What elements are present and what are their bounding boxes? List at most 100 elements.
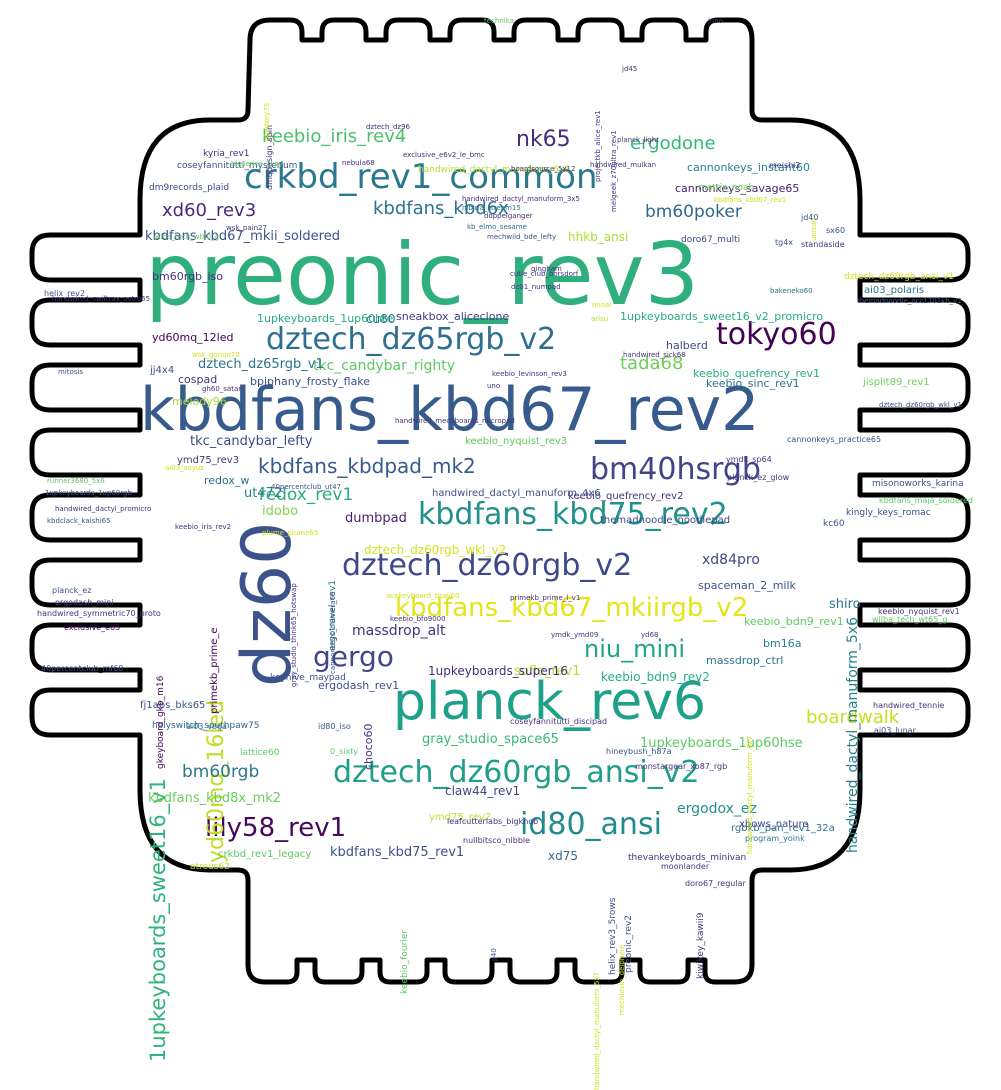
word-handwired-dactyl-manuform-6x7: handwired_dactyl_manuform_6x7	[746, 735, 754, 854]
word-coseyfannitutti-mysterium: coseyfannitutti_mysterium	[177, 161, 298, 171]
word-mechlovin-delphine: mechlovin_delphine	[618, 945, 626, 1015]
word-dztech-dz96: dztech_dz96	[366, 123, 410, 131]
word-kbdfans-kbd75-rev2: kbdfans_kbd75_rev2	[418, 497, 728, 532]
word-rgbkb-pan-rev1-32a: rgbkb_pan_rev1_32a	[731, 823, 835, 834]
word-gergo: gergo	[313, 640, 394, 673]
word-wsk-gonuo70: wsk_gonuo70	[192, 351, 240, 359]
word-cospad: cospad	[178, 373, 218, 386]
word-keyhive-maypad: keyhive_maypad	[270, 673, 346, 683]
word-xbows-nature: xbows_nature	[739, 819, 809, 830]
word-keebio-levinson-rev3: keebio_levinson_rev3	[492, 370, 567, 378]
word-handwired-dactyl-manuform-4x6: handwired_dactyl_manuform_4x6	[432, 488, 601, 499]
word-kingly-keys-romac: kingly_keys_romac	[846, 508, 931, 518]
word-xd84pro: xd84pro	[702, 552, 760, 568]
word-preonic-rev3: preonic_rev3	[145, 225, 700, 325]
word-sx60: sx60	[826, 226, 846, 235]
word-ai03-vega: ai03_vega	[186, 722, 227, 731]
word-ai03-soyuz: ai03_soyuz	[165, 464, 204, 472]
word-ymd75-rev2: ymd75_rev2	[429, 812, 492, 823]
word-nebula68: nebula68	[342, 159, 375, 167]
word-bm60poker: bm60poker	[645, 202, 742, 222]
word-handwired-dactyl-manuform-6x6: handwired_dactyl_manuform_6x6	[418, 165, 570, 175]
chip-shaped-mask-outline	[29, 17, 971, 985]
word-boardwalk: boardwalk	[806, 707, 900, 728]
word-massdrop-ctrl: massdrop_ctrl	[706, 654, 784, 667]
word-keebio-iris-rev2: keebio_iris_rev2	[175, 523, 232, 531]
word-standaside: standaside	[801, 240, 845, 249]
word-gh60-satan: gh60_satan	[202, 385, 243, 393]
word-choco60: choco60	[362, 723, 375, 770]
word-handwired-dactyl-manuform-3x5: handwired_dactyl_manuform_3x5	[462, 195, 581, 203]
word-uno: uno	[487, 382, 501, 390]
word-thevankeyboards-minivan: thevankeyboards_minivan	[628, 853, 747, 863]
word-dztech-dz60rgb-wkl-v1: dztech_dz60rgb_wkl_v1	[879, 401, 962, 409]
word-atreus62: atreus62	[190, 862, 230, 872]
word-wilba-tech-wt65-g: wilba_tech_wt65_g	[872, 615, 948, 624]
word-ai03-polaris: ai03_polaris	[864, 285, 925, 296]
word-nk65: nk65	[516, 127, 571, 152]
word-ymd75-rev3: ymd75_rev3	[177, 455, 240, 466]
word-kyria-rev1: kyria_rev1	[203, 149, 250, 159]
word-redox-rev1: redox_rev1	[259, 485, 354, 505]
word-redox-w: redox_w	[204, 474, 250, 487]
word-mechwild-bde-lefty: mechwild_bde_lefty	[487, 233, 557, 241]
word-bpiphany-frosty-flake: bpiphany_frosty_flake	[250, 375, 371, 388]
word-arisu: arisu	[591, 315, 609, 323]
word-jj4x4: jj4x4	[150, 365, 175, 376]
word-doro67-regular: doro67_regular	[685, 879, 746, 888]
word-kbdfans-kbd75-rev1: kbdfans_kbd75_rev1	[330, 845, 465, 860]
word-yd68: yd68	[641, 631, 659, 639]
word-dztech-dz65rgb-v2: dztech_dz65rgb_v2	[266, 322, 557, 357]
word-xd60-rev3: xd60_rev3	[162, 200, 257, 221]
word-claw44-rev1: claw44_rev1	[445, 784, 521, 798]
word-spaceman-2-milk: spaceman_2_milk	[698, 579, 796, 592]
word-dztech-dz60rgb-v2: dztech_dz60rgb_v2	[342, 548, 633, 583]
word-cutie-club-borsdorf: cutie_club_borsdorf	[510, 270, 579, 278]
word-crkbd-rev1-common: crkbd_rev1_common	[244, 157, 598, 197]
word-kbdfans-kbd8x-mk2: kbdfans_kbd8x_mk2	[148, 791, 282, 806]
word-1upkeyboards-1up60rgb: 1upkeyboards_1up60rgb	[45, 489, 132, 497]
word-doro67-multi: doro67_multi	[681, 235, 741, 245]
word-handwired-swiftrax-astro65: handwired_swiftrax_astro65	[52, 295, 151, 303]
word-xd75: xd75	[548, 849, 578, 863]
word-kbdfans-kbd6x: kbdfans_kbd6x	[373, 198, 509, 219]
word-meishi2: meishi2	[769, 161, 801, 170]
word-dm9records-plaid: dm9records_plaid	[149, 183, 230, 193]
word-kb-elmo-sesame: kb_elmo_sesame	[467, 223, 527, 231]
word-handwired-dactyl-manuform-5x7: handwired_dactyl_manuform_5x7	[593, 971, 601, 1090]
word-sneakbox-aliceclone: sneakbox_aliceclone	[396, 310, 510, 323]
word-gingham: gingham	[531, 265, 562, 273]
word-handwired-symmetric70-proto: handwired_symmetric70_proto	[37, 609, 161, 618]
word-halberd: halberd	[666, 339, 708, 352]
word-technika: technika	[484, 17, 514, 25]
word-1upkeyboards-1up60hte: 1upkeyboards_1up60hte	[257, 312, 394, 325]
word-ergodash-rev1: ergodash_rev1	[318, 679, 400, 692]
word-doppelganger: doppelganger	[484, 212, 533, 220]
word-misonoworks-karina: misonoworks_karina	[872, 479, 964, 489]
word-dztech-dz60rgb-wkl-v2: dztech_dz60rgb_wkl_v2	[364, 543, 507, 557]
word-ut472: ut472	[244, 486, 283, 501]
word-keebio-bdn9-rev2: keebio_bdn9_rev2	[601, 670, 710, 684]
word-jisplit89-rev1: jisplit89_rev1	[863, 377, 930, 388]
word-keebio-bfo9000: keebio_bfo9000	[390, 615, 446, 623]
word-idobo: idobo	[262, 504, 299, 519]
word-cloud: preonic_rev3 kbdfans_kbd67_rev2 dz60 planck…	[37, 17, 973, 1090]
word-wilba-tech-wt80-g: wilba_tech_wt80_g	[153, 233, 220, 241]
word-primekb-prime-e: primekb_prime_e	[209, 627, 220, 714]
word-kc60: kc60	[823, 519, 845, 529]
word-holyswitch-southpaw75: holyswitch_southpaw75	[152, 721, 260, 731]
word-boardsource-5x12: boardsource_5x12	[511, 165, 576, 173]
word-ergodash-mini: ergodash_mini	[55, 598, 114, 607]
word-1upkeyboards-sweet16-v2-promicro: 1upkeyboards_sweet16_v2_promicro	[620, 310, 824, 323]
word-moonlander: moonlander	[661, 862, 710, 871]
word-bm60rgb: bm60rgb	[182, 762, 260, 782]
word-mitosis: mitosis	[58, 368, 84, 376]
word-dztech-dz60rgb-ansi-v2: dztech_dz60rgb_ansi_v2	[333, 755, 700, 790]
word-handwired-mechboards-micropad: handwired_mechboards_micropad	[395, 417, 515, 425]
word-tkc-candybar-lefty: tkc_candybar_lefty	[190, 434, 313, 449]
word-dumbpad: dumbpad	[345, 511, 407, 526]
word-bm40hsrgb: bm40hsrgb	[590, 452, 761, 487]
word-lily58-rev1: lily58_rev1	[205, 813, 347, 843]
word-shiro: shiro	[829, 597, 861, 612]
word-handwired-tennie: handwired_tennie	[873, 701, 945, 710]
